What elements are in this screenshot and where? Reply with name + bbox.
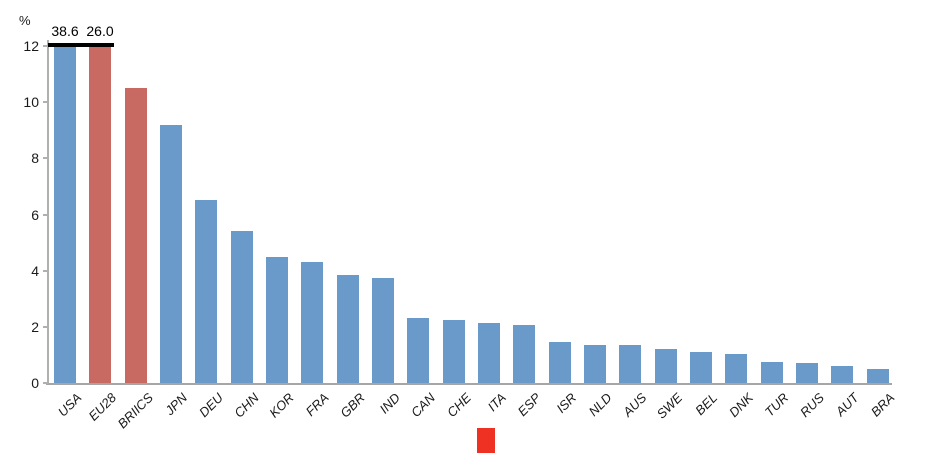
legend-marker-icon (477, 428, 495, 453)
y-tick-mark-8 (43, 157, 48, 160)
bar-ESP (513, 325, 535, 383)
x-tick-label-RUS: RUS (796, 390, 827, 421)
truncated-value-label-USA: 38.6 (51, 23, 79, 39)
y-tick-mark-2 (43, 325, 48, 328)
bar-EU28 (89, 46, 111, 383)
y-tick-label-0: 0 (31, 375, 39, 391)
x-tick-label-DNK: DNK (725, 390, 756, 421)
bar-IND (372, 278, 394, 383)
x-tick-label-BEL: BEL (692, 390, 721, 418)
bar-FRA (301, 262, 323, 383)
bar-AUT (831, 366, 853, 383)
x-tick-label-CHN: CHN (231, 390, 262, 421)
x-tick-label-TUR: TUR (762, 390, 792, 420)
x-tick-label-ITA: ITA (484, 390, 509, 415)
x-tick-label-GBR: GBR (337, 390, 368, 421)
y-tick-label-2: 2 (31, 318, 39, 335)
y-axis-unit-label: % (19, 13, 31, 28)
x-axis-line (46, 383, 892, 385)
bar-DNK (725, 354, 747, 383)
bar-SWE (655, 349, 677, 383)
x-tick-label-SWE: SWE (654, 390, 686, 422)
y-tick-mark-0 (43, 382, 48, 384)
bar-BRIICS (125, 88, 147, 383)
bar-TUR (761, 362, 783, 383)
bar-USA (54, 46, 76, 383)
x-tick-label-BRA: BRA (868, 390, 898, 420)
x-tick-label-AUT: AUT (832, 390, 862, 419)
x-tick-label-AUS: AUS (620, 390, 650, 420)
bar-KOR (266, 257, 288, 383)
x-tick-label-JPN: JPN (162, 390, 191, 418)
y-tick-mark-4 (43, 269, 48, 272)
truncation-cap (48, 43, 114, 47)
y-tick-label-4: 4 (31, 262, 39, 279)
x-tick-label-CAN: CAN (407, 390, 438, 421)
y-tick-label-10: 10 (23, 94, 39, 111)
x-tick-label-FRA: FRA (302, 390, 332, 419)
x-tick-label-USA: USA (55, 390, 85, 420)
bar-BEL (690, 352, 712, 383)
x-tick-label-KOR: KOR (266, 390, 297, 421)
bar-JPN (160, 125, 182, 383)
y-tick-mark-10 (43, 101, 48, 104)
bar-GBR (337, 275, 359, 383)
bar-BRA (867, 369, 889, 383)
bar-ITA (478, 323, 500, 383)
bar-DEU (195, 200, 217, 383)
bar-AUS (619, 345, 641, 383)
y-tick-mark-6 (43, 213, 48, 216)
y-tick-mark-12 (43, 45, 48, 47)
x-tick-label-ESP: ESP (514, 390, 544, 420)
bar-RUS (796, 363, 818, 383)
bar-ISR (549, 342, 571, 383)
bar-CHN (231, 231, 253, 383)
bar-CAN (407, 318, 429, 383)
x-tick-label-NLD: NLD (585, 390, 615, 420)
y-tick-label-12: 12 (23, 38, 39, 54)
bar-NLD (584, 345, 606, 383)
y-tick-label-6: 6 (31, 206, 39, 223)
truncated-value-label-EU28: 26.0 (86, 23, 114, 39)
bar-CHE (443, 320, 465, 383)
x-tick-label-BRIICS: BRIICS (114, 390, 156, 432)
y-tick-label-8: 8 (31, 150, 39, 167)
x-tick-label-CHE: CHE (443, 390, 474, 421)
x-tick-label-IND: IND (376, 390, 403, 417)
x-tick-label-EU28: EU28 (85, 390, 120, 424)
x-tick-label-ISR: ISR (553, 390, 580, 416)
y-axis-line (47, 40, 49, 384)
x-tick-label-DEU: DEU (195, 390, 226, 421)
